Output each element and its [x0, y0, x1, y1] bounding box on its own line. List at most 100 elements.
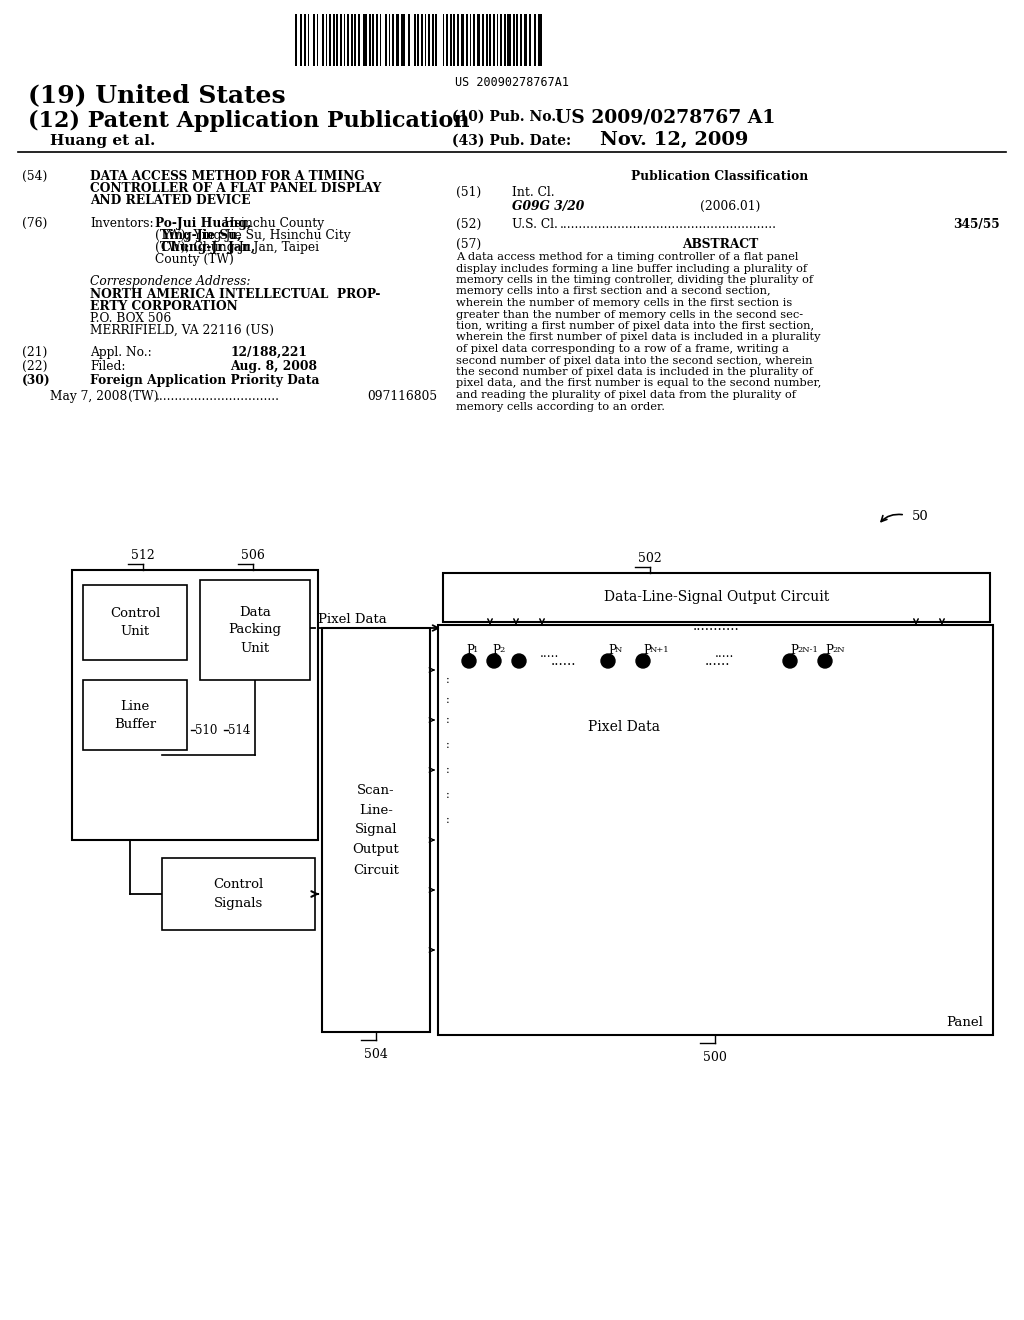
- Text: memory cells in the timing controller, dividing the plurality of: memory cells in the timing controller, d…: [456, 275, 813, 285]
- Text: Control
Signals: Control Signals: [213, 879, 263, 909]
- Text: County (TW): County (TW): [155, 253, 233, 267]
- Text: Data-Line-Signal Output Circuit: Data-Line-Signal Output Circuit: [604, 590, 829, 605]
- Bar: [529, 15, 530, 66]
- Bar: [364, 15, 367, 66]
- Circle shape: [462, 653, 476, 668]
- Text: ...........: ...........: [692, 619, 739, 632]
- Text: AND RELATED DEVICE: AND RELATED DEVICE: [90, 194, 251, 207]
- Bar: [414, 15, 416, 66]
- Circle shape: [512, 653, 526, 668]
- Text: Hsinchu County: Hsinchu County: [220, 216, 325, 230]
- Text: US 20090278767A1: US 20090278767A1: [455, 77, 569, 88]
- Text: Publication Classification: Publication Classification: [632, 170, 809, 183]
- Text: (30): (30): [22, 374, 50, 387]
- Text: (10) Pub. No.:: (10) Pub. No.:: [452, 110, 561, 124]
- Text: ABSTRACT: ABSTRACT: [682, 238, 758, 251]
- Bar: [313, 15, 314, 66]
- Text: (TW): (TW): [128, 389, 159, 403]
- Bar: [344, 15, 345, 66]
- Bar: [351, 15, 352, 66]
- Text: DATA ACCESS METHOD FOR A TIMING: DATA ACCESS METHOD FOR A TIMING: [90, 170, 365, 183]
- Bar: [376, 15, 378, 66]
- Text: :: :: [446, 814, 450, 825]
- Text: ........................................................: ........................................…: [560, 218, 777, 231]
- Text: 512: 512: [131, 549, 155, 562]
- Text: Huang et al.: Huang et al.: [50, 135, 156, 148]
- Bar: [162, 858, 315, 931]
- Bar: [409, 15, 411, 66]
- Text: ......: ......: [551, 653, 577, 668]
- Text: Inventors:: Inventors:: [90, 216, 154, 230]
- Text: Foreign Application Priority Data: Foreign Application Priority Data: [90, 374, 319, 387]
- Bar: [443, 573, 990, 622]
- Bar: [392, 15, 394, 66]
- Bar: [493, 15, 495, 66]
- Bar: [428, 15, 430, 66]
- Bar: [508, 15, 511, 66]
- Text: 2N-1: 2N-1: [797, 645, 818, 653]
- Bar: [500, 15, 502, 66]
- Bar: [454, 15, 456, 66]
- Text: Data
Packing
Unit: Data Packing Unit: [228, 606, 282, 655]
- Bar: [438, 624, 993, 1035]
- Bar: [354, 15, 356, 66]
- Bar: [446, 15, 449, 66]
- Text: U.S. Cl.: U.S. Cl.: [512, 218, 558, 231]
- Text: display includes forming a line buffer including a plurality of: display includes forming a line buffer i…: [456, 264, 807, 273]
- Bar: [421, 15, 423, 66]
- Text: :: :: [446, 766, 450, 775]
- Bar: [432, 15, 433, 66]
- Text: wherein the number of memory cells in the first section is: wherein the number of memory cells in th…: [456, 298, 793, 308]
- Bar: [477, 15, 480, 66]
- Text: Pixel Data: Pixel Data: [318, 612, 387, 626]
- Text: 514: 514: [228, 723, 251, 737]
- Bar: [329, 15, 331, 66]
- Bar: [396, 15, 399, 66]
- Text: Ying-Jie Su,: Ying-Jie Su,: [161, 228, 242, 242]
- Text: the second number of pixel data is included in the plurality of: the second number of pixel data is inclu…: [456, 367, 813, 378]
- Text: 097116805: 097116805: [367, 389, 437, 403]
- Text: P: P: [643, 644, 651, 657]
- Circle shape: [818, 653, 831, 668]
- Bar: [442, 15, 444, 66]
- Text: 2N: 2N: [831, 645, 845, 653]
- Bar: [83, 680, 187, 750]
- Text: P: P: [825, 644, 833, 657]
- Text: 345/55: 345/55: [953, 218, 1000, 231]
- Text: (TW); Ying-Jie Su, Hsinchu City: (TW); Ying-Jie Su, Hsinchu City: [155, 228, 350, 242]
- Text: A data access method for a timing controller of a flat panel: A data access method for a timing contro…: [456, 252, 799, 261]
- Bar: [450, 15, 452, 66]
- Bar: [482, 15, 484, 66]
- Text: ERTY CORPORATION: ERTY CORPORATION: [90, 300, 238, 313]
- Bar: [457, 15, 459, 66]
- Text: 2: 2: [499, 645, 504, 653]
- Text: 50: 50: [912, 510, 929, 523]
- Circle shape: [487, 653, 501, 668]
- Text: .....: .....: [716, 647, 734, 660]
- Text: P.O. BOX 506: P.O. BOX 506: [90, 312, 171, 325]
- Bar: [473, 15, 475, 66]
- Bar: [520, 15, 522, 66]
- Bar: [369, 15, 371, 66]
- Text: 510: 510: [195, 723, 217, 737]
- Text: 506: 506: [241, 549, 265, 562]
- Bar: [83, 585, 187, 660]
- Text: Scan-
Line-
Signal
Output
Circuit: Scan- Line- Signal Output Circuit: [352, 784, 399, 876]
- Text: :: :: [446, 715, 450, 725]
- Text: 1: 1: [473, 645, 478, 653]
- Text: Line
Buffer: Line Buffer: [114, 700, 156, 730]
- Text: (TW); Chung-Jr Jan, Taipei: (TW); Chung-Jr Jan, Taipei: [155, 242, 319, 253]
- Text: N: N: [615, 645, 623, 653]
- Text: and reading the plurality of pixel data from the plurality of: and reading the plurality of pixel data …: [456, 389, 796, 400]
- Text: 500: 500: [703, 1051, 727, 1064]
- Text: ................................: ................................: [156, 389, 280, 403]
- Text: Int. Cl.: Int. Cl.: [512, 186, 555, 199]
- Text: N+1: N+1: [650, 645, 670, 653]
- Bar: [300, 15, 302, 66]
- Bar: [418, 15, 419, 66]
- Text: memory cells according to an order.: memory cells according to an order.: [456, 401, 665, 412]
- Text: MERRIFIELD, VA 22116 (US): MERRIFIELD, VA 22116 (US): [90, 323, 274, 337]
- Bar: [326, 15, 328, 66]
- Text: P: P: [492, 644, 500, 657]
- Text: (57): (57): [456, 238, 481, 251]
